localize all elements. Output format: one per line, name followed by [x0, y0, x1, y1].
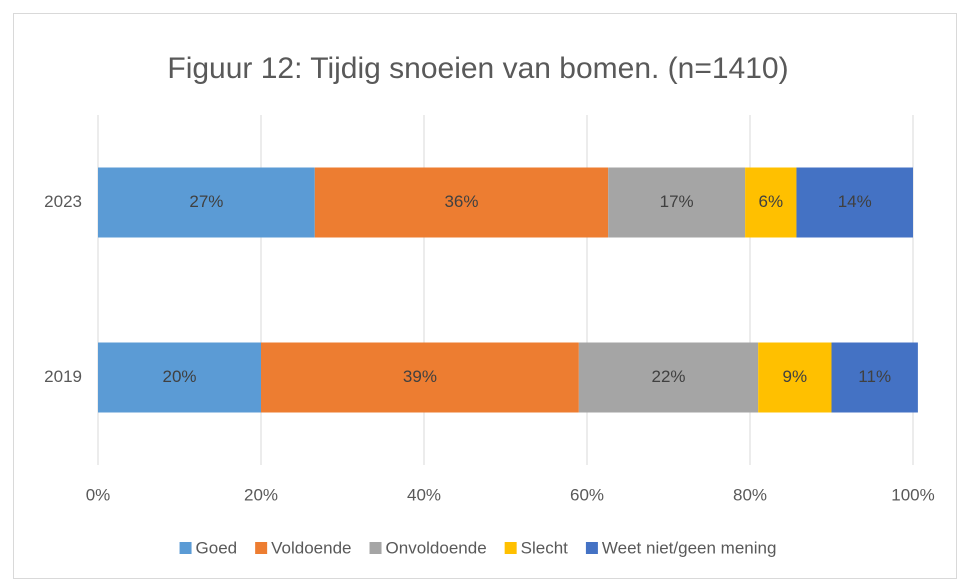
data-label: 27%: [189, 192, 223, 211]
legend-swatch: [255, 542, 268, 554]
legend-label: Slecht: [521, 538, 569, 557]
legend-swatch: [369, 542, 382, 554]
legend-label: Onvoldoende: [386, 538, 487, 557]
x-tick-label: 40%: [407, 485, 441, 504]
data-label: 6%: [758, 192, 783, 211]
bar-segment: [796, 167, 913, 238]
bar-segment: [831, 342, 918, 413]
x-tick-label: 0%: [86, 485, 111, 504]
data-label: 11%: [858, 367, 891, 386]
bar-segment: [261, 342, 579, 413]
chart-frame: [13, 13, 957, 579]
y-tick-label: 2019: [44, 367, 82, 386]
y-tick-label: 2023: [44, 192, 82, 211]
data-label: 14%: [838, 192, 872, 211]
bar-segment: [608, 167, 746, 238]
legend-label: Weet niet/geen mening: [602, 538, 777, 557]
data-label: 9%: [783, 367, 808, 386]
chart-title: Figuur 12: Tijdig snoeien van bomen. (n=…: [167, 52, 788, 85]
data-label: 20%: [162, 367, 196, 386]
legend-swatch: [179, 542, 192, 554]
bar-segment: [98, 167, 315, 238]
x-tick-label: 100%: [891, 485, 934, 504]
legend-label: Voldoende: [271, 538, 351, 557]
bar-segment: [758, 342, 832, 413]
bar-segment: [578, 342, 759, 413]
legend-swatch: [585, 542, 598, 554]
legend-swatch: [504, 542, 517, 554]
legend-label: Goed: [196, 538, 238, 557]
bar-segment: [98, 342, 261, 413]
bar-segment: [745, 167, 797, 238]
x-tick-label: 60%: [570, 485, 604, 504]
x-tick-label: 80%: [733, 485, 767, 504]
data-label: 39%: [403, 367, 437, 386]
data-label: 17%: [660, 192, 694, 211]
bar-segment: [314, 167, 609, 238]
x-tick-label: 20%: [244, 485, 278, 504]
data-label: 22%: [651, 367, 685, 386]
data-label: 36%: [444, 192, 478, 211]
